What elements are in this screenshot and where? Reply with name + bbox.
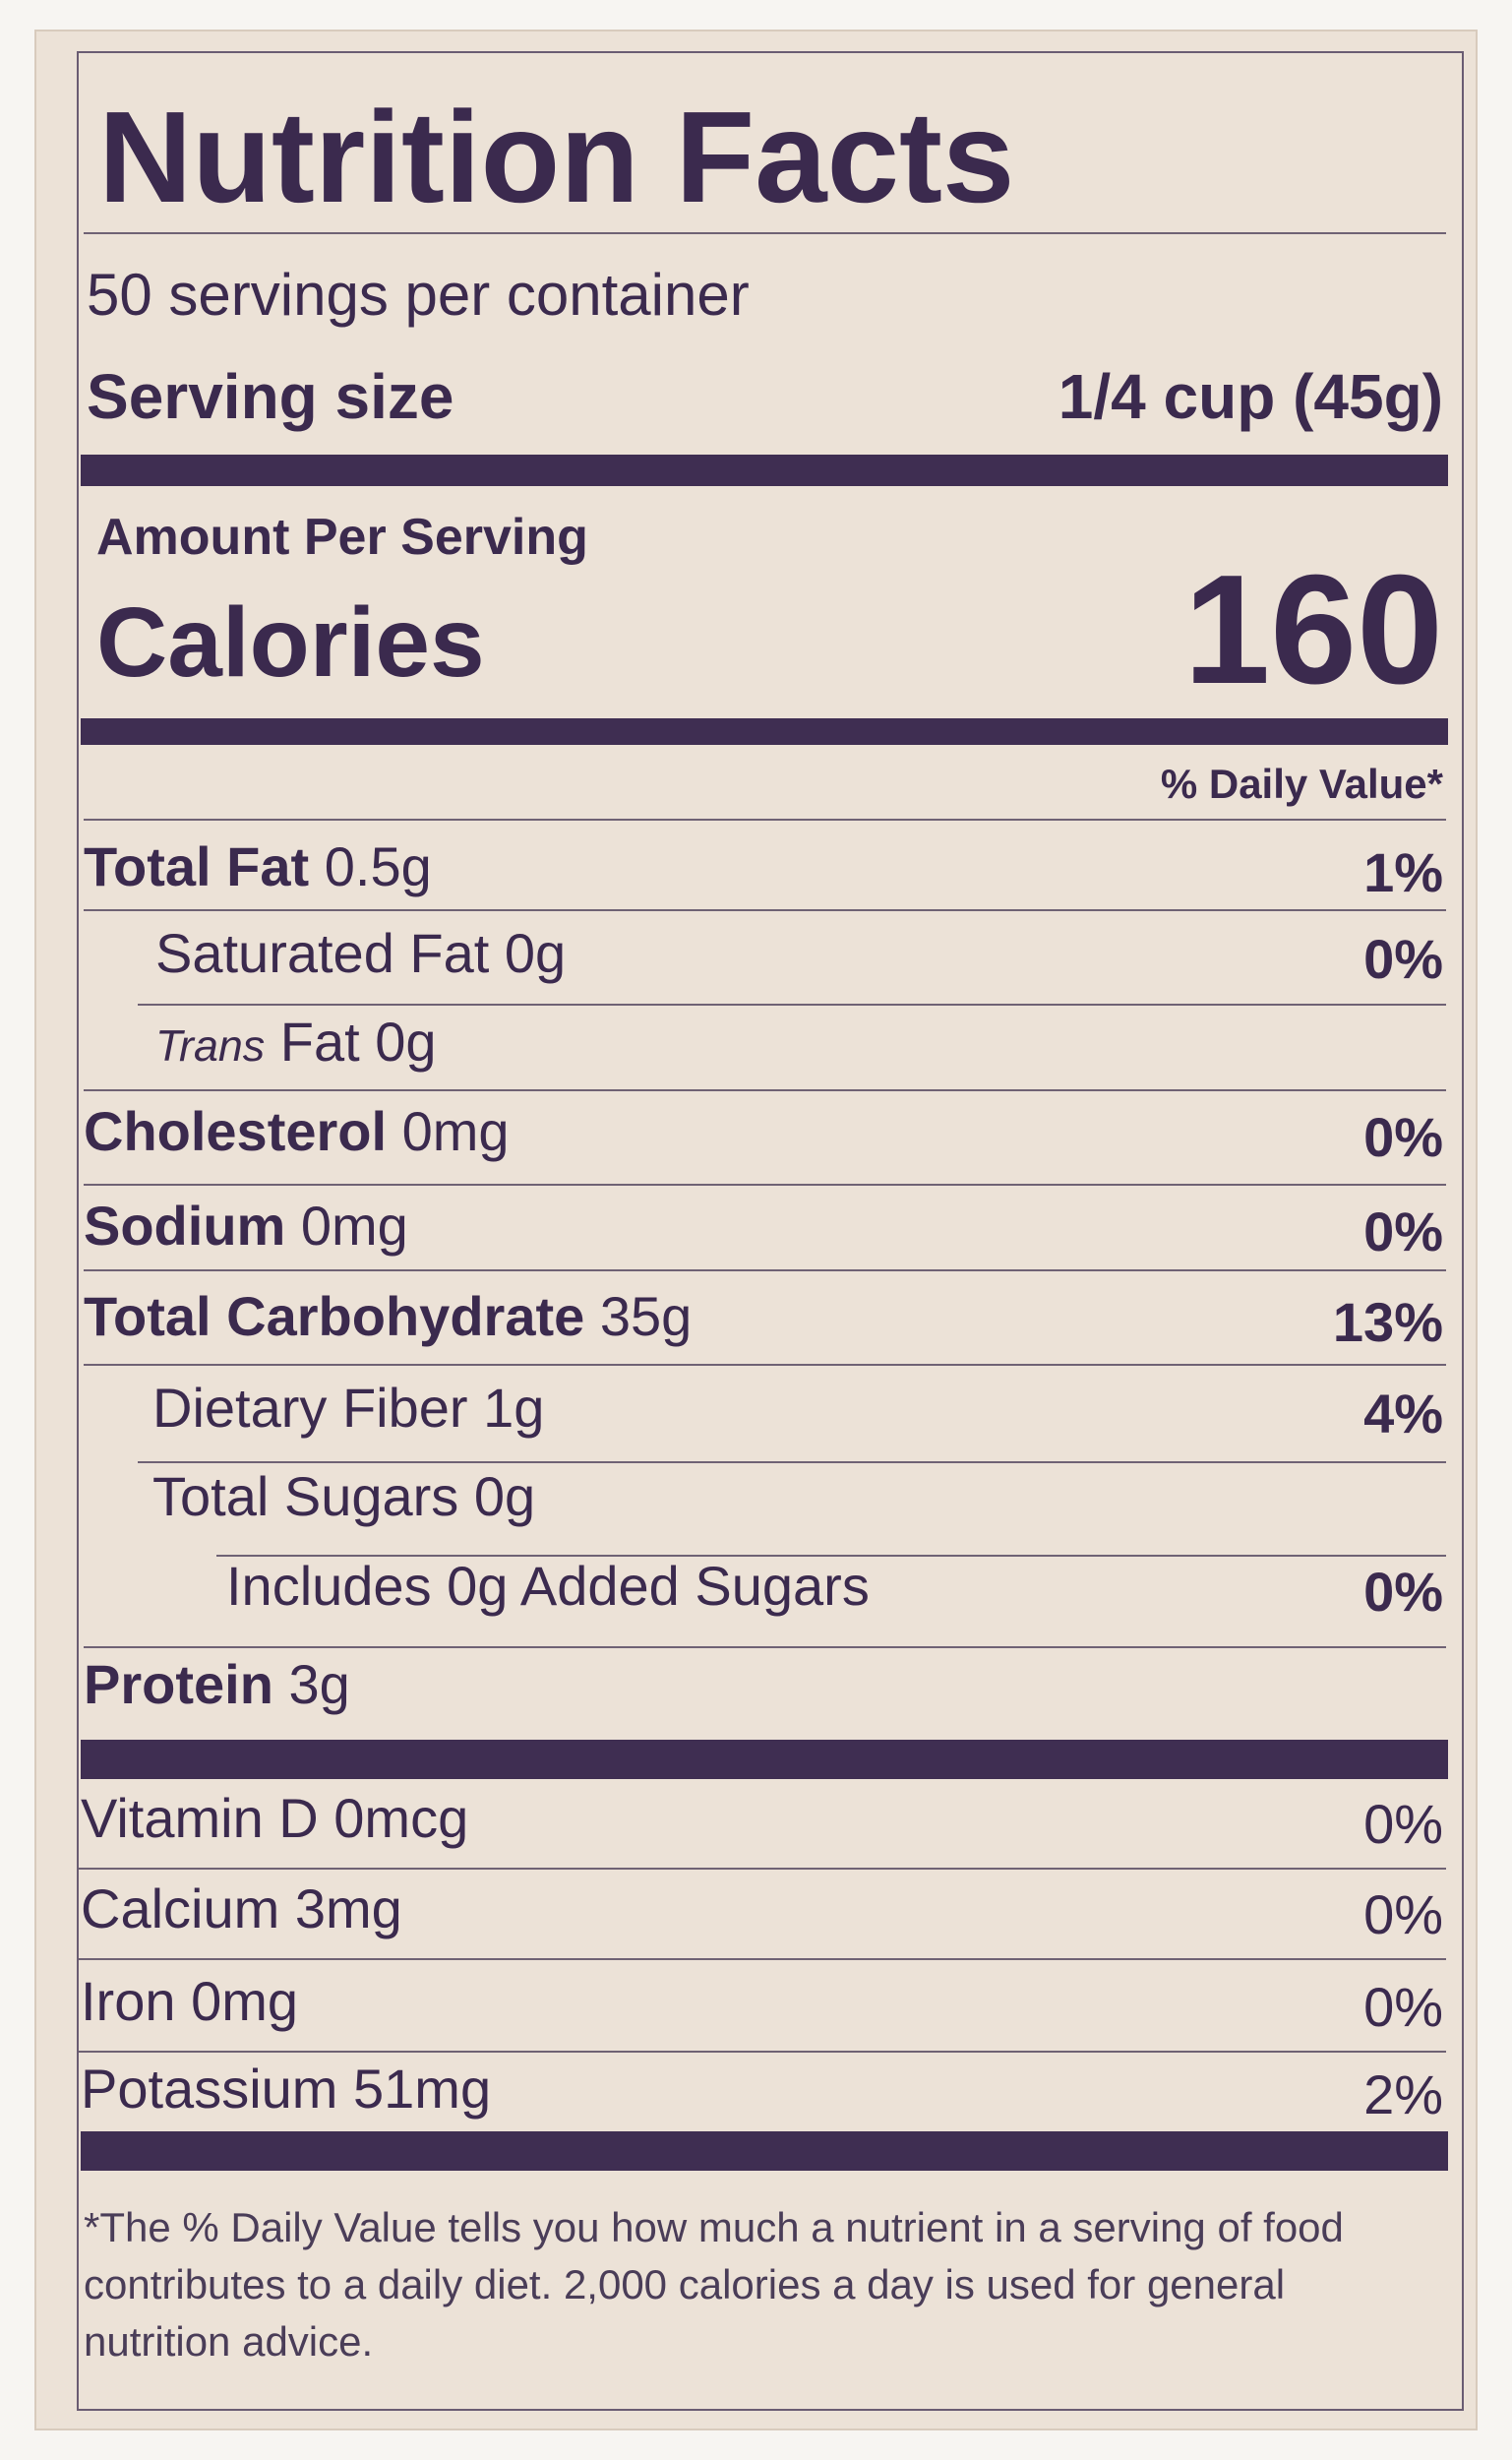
nutrient-name: Total Fat 0.5g <box>84 839 432 894</box>
amount: 0mcg <box>333 1787 469 1849</box>
rule <box>79 1958 1446 1960</box>
nutrient-name: Iron 0mg <box>81 1974 298 2029</box>
label-background <box>34 30 1478 2430</box>
daily-value: 0% <box>1363 1106 1443 1168</box>
amount: 0mg <box>191 1970 298 2032</box>
name-rest: Fat <box>279 1011 360 1073</box>
amount: 1g <box>483 1377 545 1439</box>
name: Total Fat <box>84 835 310 897</box>
nutrient-name: Sodium 0mg <box>84 1199 408 1254</box>
name: Vitamin D <box>81 1787 319 1849</box>
thick-bar <box>81 2131 1448 2171</box>
amount: 0g <box>375 1011 437 1073</box>
amount: 0mg <box>401 1100 510 1162</box>
rule <box>84 909 1446 911</box>
name: Calcium <box>81 1877 280 1939</box>
daily-value: 13% <box>1332 1291 1443 1353</box>
daily-value: 0% <box>1363 1200 1443 1262</box>
daily-value: 1% <box>1363 841 1443 903</box>
servings: 50 servings per container <box>87 262 750 328</box>
label-border <box>77 51 1464 2411</box>
nutrient-name: Includes 0g Added Sugars <box>226 1559 870 1614</box>
amount: 3g <box>288 1653 350 1715</box>
nutrient-name: Protein 3g <box>84 1657 350 1712</box>
rule <box>138 1461 1446 1463</box>
rule <box>138 1004 1446 1006</box>
nutrient-name: Trans Fat 0g <box>155 1015 437 1070</box>
rule <box>84 1364 1446 1366</box>
amount: 51mg <box>353 2058 492 2120</box>
daily-value-header: % Daily Value* <box>1160 761 1443 807</box>
daily-value: 0% <box>1363 1561 1443 1623</box>
amount: 0g <box>473 1465 536 1527</box>
name: Saturated Fat <box>155 922 490 984</box>
rule <box>79 2051 1446 2053</box>
name: Sodium <box>84 1195 286 1257</box>
name: Includes 0g Added Sugars <box>226 1555 870 1617</box>
nutrient-name: Potassium 51mg <box>81 2061 491 2117</box>
amount: 0mg <box>300 1195 408 1257</box>
rule <box>84 1646 1446 1648</box>
serving-size-value: 1/4 cup (45g) <box>1058 361 1443 432</box>
amount: 3mg <box>294 1877 402 1939</box>
name: Trans <box>155 1021 266 1071</box>
title: Nutrition Facts <box>98 85 1015 229</box>
daily-value: 0% <box>1363 928 1443 990</box>
nutrient-name: Total Sugars 0g <box>152 1469 535 1524</box>
nutrient-name: Dietary Fiber 1g <box>152 1381 544 1436</box>
daily-value: 2% <box>1363 2063 1443 2125</box>
nutrient-name: Saturated Fat 0g <box>155 926 566 981</box>
rule <box>79 1868 1446 1870</box>
nutrient-name: Calcium 3mg <box>81 1881 402 1937</box>
daily-value: 0% <box>1363 1883 1443 1945</box>
name: Total Sugars <box>152 1465 459 1527</box>
daily-value: 4% <box>1363 1383 1443 1445</box>
rule <box>84 1089 1446 1091</box>
thick-bar <box>81 718 1448 745</box>
amount-per-serving: Amount Per Serving <box>96 509 588 566</box>
nutrient-name: Total Carbohydrate 35g <box>84 1289 692 1344</box>
nutrient-name: Vitamin D 0mcg <box>81 1791 468 1846</box>
footnote: *The % Daily Value tells you how much a … <box>84 2204 1344 2365</box>
daily-value: 0% <box>1363 1793 1443 1855</box>
amount: 35g <box>599 1285 693 1347</box>
rule <box>84 1184 1446 1186</box>
name: Protein <box>84 1653 273 1715</box>
name: Total Carbohydrate <box>84 1285 585 1347</box>
name: Iron <box>81 1970 176 2032</box>
calories-value: 160 <box>1183 543 1443 716</box>
rule <box>84 1269 1446 1271</box>
rule <box>216 1555 1446 1557</box>
amount: 0g <box>504 922 567 984</box>
name: Dietary Fiber <box>152 1377 468 1439</box>
calories-label: Calories <box>96 587 485 698</box>
nutrient-name: Cholesterol 0mg <box>84 1104 510 1159</box>
thick-bar <box>81 1740 1448 1779</box>
rule <box>84 819 1446 821</box>
amount: 0.5g <box>324 835 432 897</box>
thick-bar <box>81 455 1448 486</box>
name: Cholesterol <box>84 1100 388 1162</box>
rule <box>84 232 1446 234</box>
name: Potassium <box>81 2058 338 2120</box>
serving-size-label: Serving size <box>87 361 454 432</box>
daily-value: 0% <box>1363 1976 1443 2038</box>
